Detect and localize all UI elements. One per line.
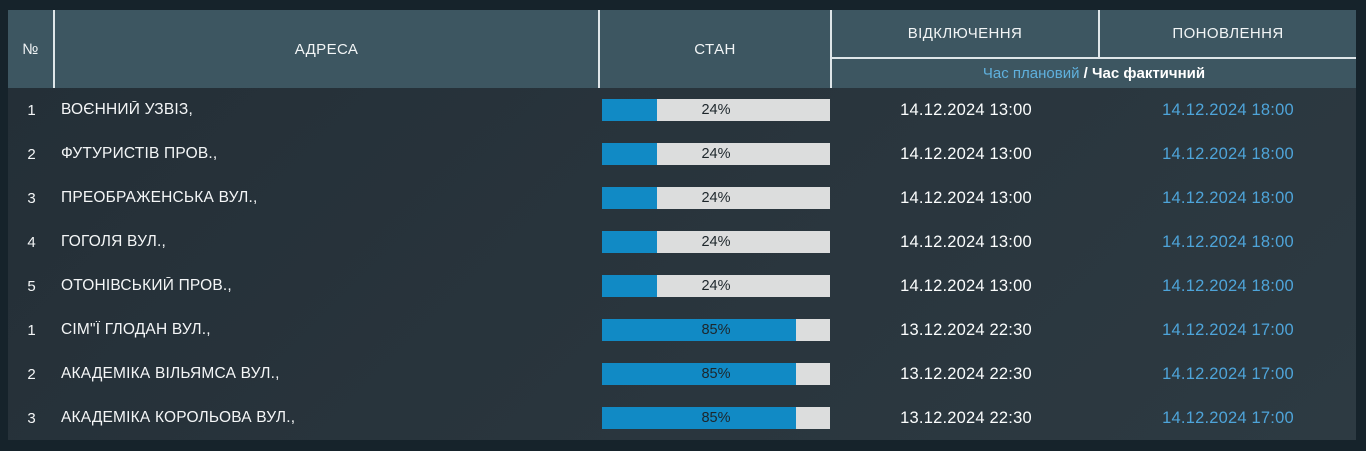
row-number: 1 (27, 321, 36, 339)
row-number: 5 (27, 277, 36, 295)
progress-bar: 85% (602, 407, 830, 429)
row-address: АКАДЕМІКА ВІЛЬЯМСА ВУЛ., (61, 365, 280, 382)
row-number: 3 (27, 409, 36, 427)
restore-time: 14.12.2024 17:00 (1162, 408, 1294, 427)
column-header-number: № (8, 10, 55, 88)
column-header-outage: ВІДКЛЮЧЕННЯ (832, 10, 1100, 57)
row-number: 3 (27, 189, 36, 207)
restore-time: 14.12.2024 18:00 (1162, 276, 1294, 295)
subheader-separator: / (1079, 65, 1092, 82)
row-state-cell: 24% (600, 143, 832, 165)
restore-time: 14.12.2024 18:00 (1162, 232, 1294, 251)
column-header-address: АДРЕСА (55, 10, 600, 88)
row-number: 2 (27, 365, 36, 383)
row-address: ОТОНІВСЬКИЙ ПРОВ., (61, 277, 232, 294)
table-row: 2 ФУТУРИСТІВ ПРОВ., 24% 14.12.2024 13:00… (8, 132, 1356, 176)
table-row: 1 СІМ"Ї ГЛОДАН ВУЛ., 85% 13.12.2024 22:3… (8, 308, 1356, 352)
planned-time-label: Час плановий (982, 65, 1080, 82)
progress-bar: 24% (602, 187, 830, 209)
progress-bar: 85% (602, 363, 830, 385)
column-header-state: СТАН (600, 10, 832, 88)
outage-time: 14.12.2024 13:00 (900, 100, 1032, 119)
progress-bar: 85% (602, 319, 830, 341)
row-address: ВОЄННИЙ УЗВІЗ, (61, 101, 193, 118)
row-number: 4 (27, 233, 36, 251)
outage-time: 13.12.2024 22:30 (900, 408, 1032, 427)
column-header-restore: ПОНОВЛЕННЯ (1172, 25, 1284, 42)
progress-bar-fill (602, 275, 657, 297)
row-state-cell: 24% (600, 99, 832, 121)
row-state-cell: 85% (600, 407, 832, 429)
restore-time: 14.12.2024 17:00 (1162, 364, 1294, 383)
restore-time: 14.12.2024 18:00 (1162, 188, 1294, 207)
table-body: 1 ВОЄННИЙ УЗВІЗ, 24% 14.12.2024 13:00 14… (8, 88, 1356, 440)
row-number: 1 (27, 101, 36, 119)
progress-bar-fill (602, 319, 796, 341)
row-address: ФУТУРИСТІВ ПРОВ., (61, 145, 218, 162)
restore-time: 14.12.2024 18:00 (1162, 100, 1294, 119)
row-address: ПРЕОБРАЖЕНСЬКА ВУЛ., (61, 189, 258, 206)
progress-bar-fill (602, 99, 657, 121)
progress-percent-label: 24% (701, 102, 731, 118)
outage-time: 14.12.2024 13:00 (900, 188, 1032, 207)
outage-time: 13.12.2024 22:30 (900, 320, 1032, 339)
progress-percent-label: 85% (701, 366, 731, 382)
outage-time: 14.12.2024 13:00 (900, 276, 1032, 295)
progress-percent-label: 85% (701, 410, 731, 426)
table-row: 2 АКАДЕМІКА ВІЛЬЯМСА ВУЛ., 85% 13.12.202… (8, 352, 1356, 396)
outage-time: 13.12.2024 22:30 (900, 364, 1032, 383)
row-state-cell: 85% (600, 319, 832, 341)
row-state-cell: 24% (600, 275, 832, 297)
table-row: 3 АКАДЕМІКА КОРОЛЬОВА ВУЛ., 85% 13.12.20… (8, 396, 1356, 440)
table-row: 3 ПРЕОБРАЖЕНСЬКА ВУЛ., 24% 14.12.2024 13… (8, 176, 1356, 220)
progress-percent-label: 24% (701, 190, 731, 206)
row-number: 2 (27, 145, 36, 163)
row-address: ГОГОЛЯ ВУЛ., (61, 233, 166, 250)
progress-bar: 24% (602, 143, 830, 165)
progress-bar-fill (602, 363, 796, 385)
table-header: № АДРЕСА СТАН ВІДКЛЮЧЕННЯ ПОНОВЛЕННЯ Час… (8, 10, 1356, 88)
progress-percent-label: 24% (701, 146, 731, 162)
table-row: 5 ОТОНІВСЬКИЙ ПРОВ., 24% 14.12.2024 13:0… (8, 264, 1356, 308)
outage-time: 14.12.2024 13:00 (900, 232, 1032, 251)
table-row: 4 ГОГОЛЯ ВУЛ., 24% 14.12.2024 13:00 14.1… (8, 220, 1356, 264)
progress-bar-fill (602, 231, 657, 253)
progress-bar-fill (602, 187, 657, 209)
actual-time-label: Час фактичний (1091, 65, 1206, 82)
row-state-cell: 85% (600, 363, 832, 385)
row-address: АКАДЕМІКА КОРОЛЬОВА ВУЛ., (61, 409, 296, 426)
row-state-cell: 24% (600, 187, 832, 209)
progress-percent-label: 85% (701, 322, 731, 338)
restore-time: 14.12.2024 18:00 (1162, 144, 1294, 163)
row-state-cell: 24% (600, 231, 832, 253)
progress-percent-label: 24% (701, 234, 731, 250)
outage-schedule-table: № АДРЕСА СТАН ВІДКЛЮЧЕННЯ ПОНОВЛЕННЯ Час… (8, 10, 1356, 440)
restore-time: 14.12.2024 17:00 (1162, 320, 1294, 339)
outage-time: 14.12.2024 13:00 (900, 144, 1032, 163)
progress-bar: 24% (602, 275, 830, 297)
progress-bar-fill (602, 407, 796, 429)
progress-bar: 24% (602, 99, 830, 121)
row-address: СІМ"Ї ГЛОДАН ВУЛ., (61, 321, 211, 338)
progress-percent-label: 24% (701, 278, 731, 294)
table-row: 1 ВОЄННИЙ УЗВІЗ, 24% 14.12.2024 13:00 14… (8, 88, 1356, 132)
progress-bar: 24% (602, 231, 830, 253)
time-type-subheader: Час плановий / Час фактичний (832, 57, 1356, 88)
progress-bar-fill (602, 143, 657, 165)
